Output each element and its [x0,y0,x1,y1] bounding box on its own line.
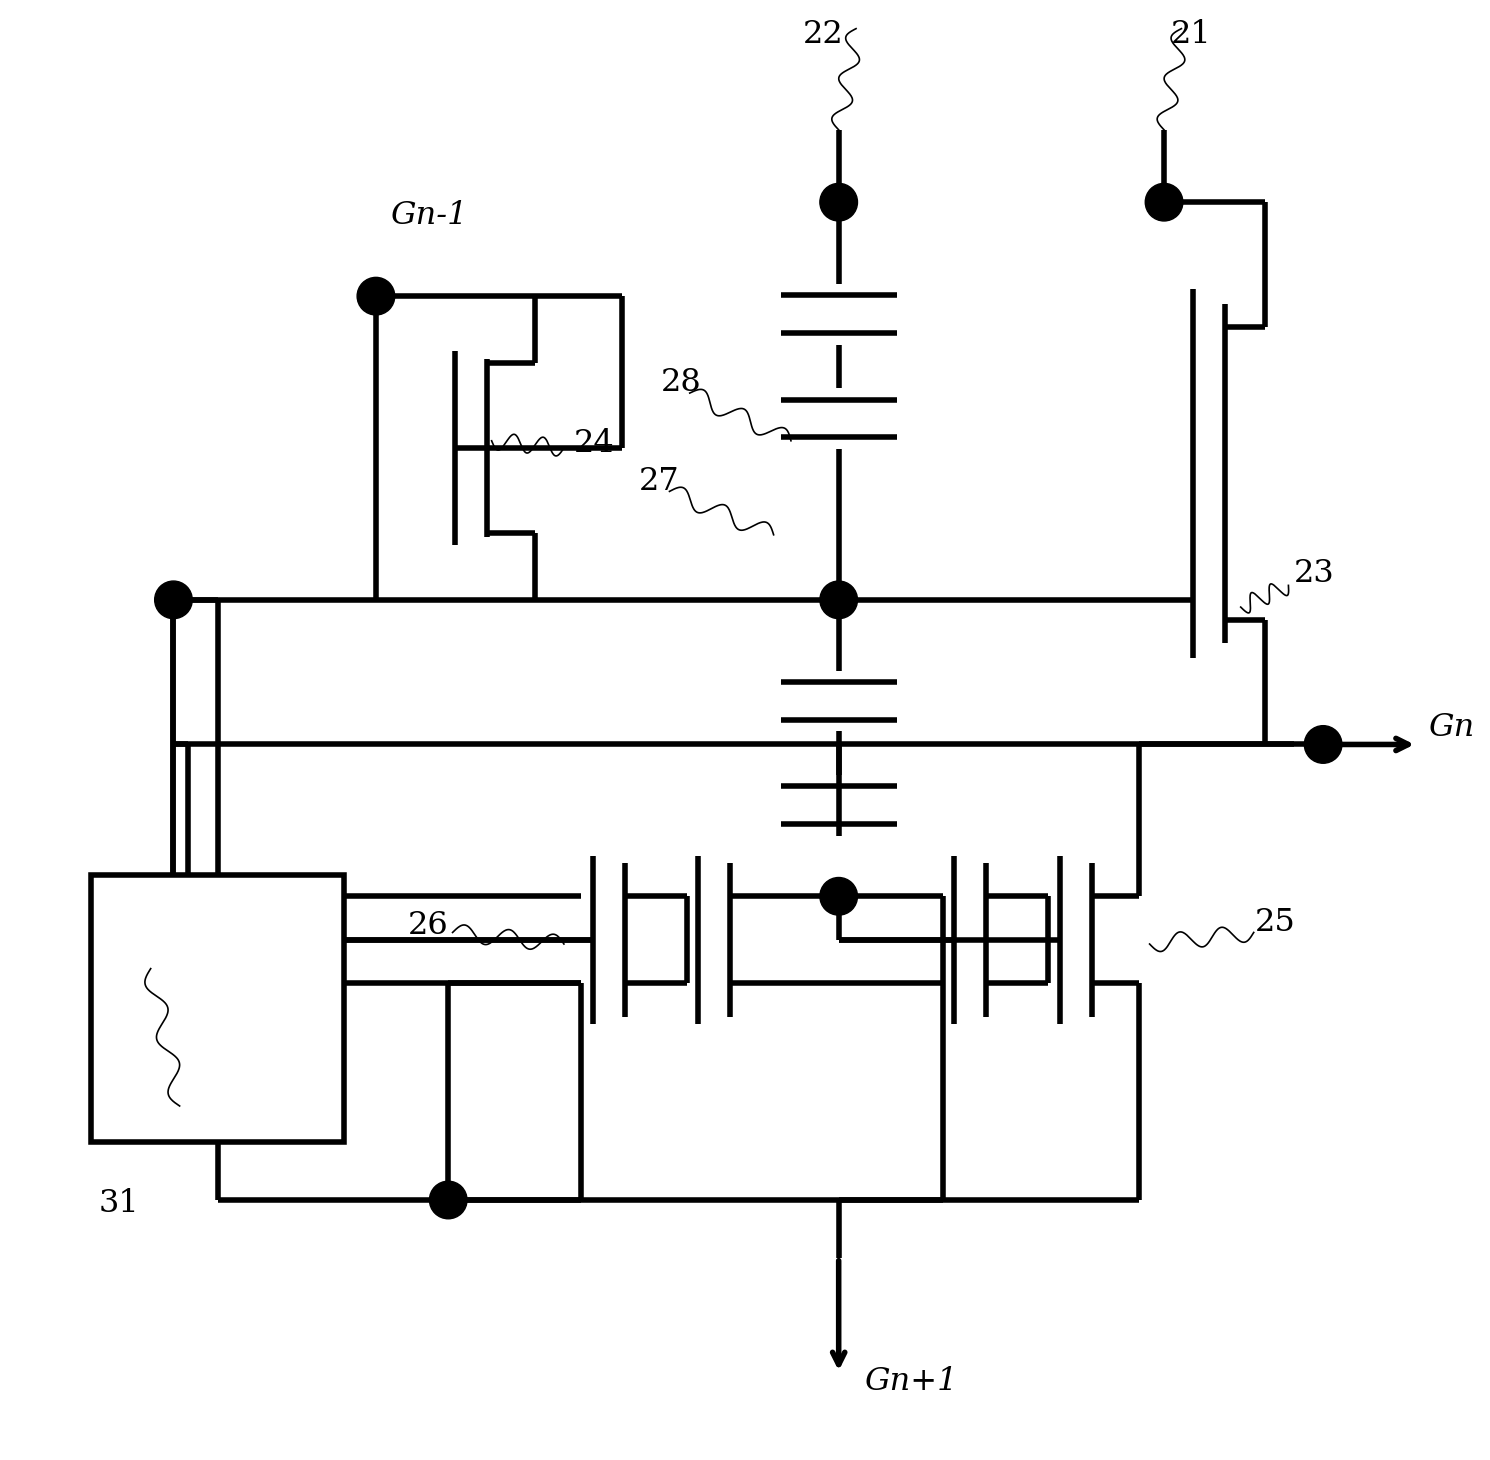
Circle shape [820,877,857,915]
Text: 25: 25 [1255,907,1296,937]
Circle shape [820,184,857,220]
Text: 31: 31 [98,1188,139,1219]
Text: 22: 22 [803,19,843,50]
Text: Gn-1: Gn-1 [390,200,468,231]
Text: 23: 23 [1295,558,1335,590]
Text: 24: 24 [574,428,615,458]
Text: Gn+1: Gn+1 [864,1367,958,1397]
Text: 27: 27 [639,466,679,496]
Text: 26: 26 [407,910,448,940]
Circle shape [1146,184,1183,220]
Text: Gn: Gn [1429,711,1475,743]
Circle shape [820,581,857,619]
Circle shape [358,277,395,315]
Text: 28: 28 [660,368,702,399]
Text: 21: 21 [1171,19,1211,50]
Circle shape [155,581,192,619]
Circle shape [429,1181,466,1219]
Bar [91,875,344,1142]
Circle shape [1304,726,1342,764]
